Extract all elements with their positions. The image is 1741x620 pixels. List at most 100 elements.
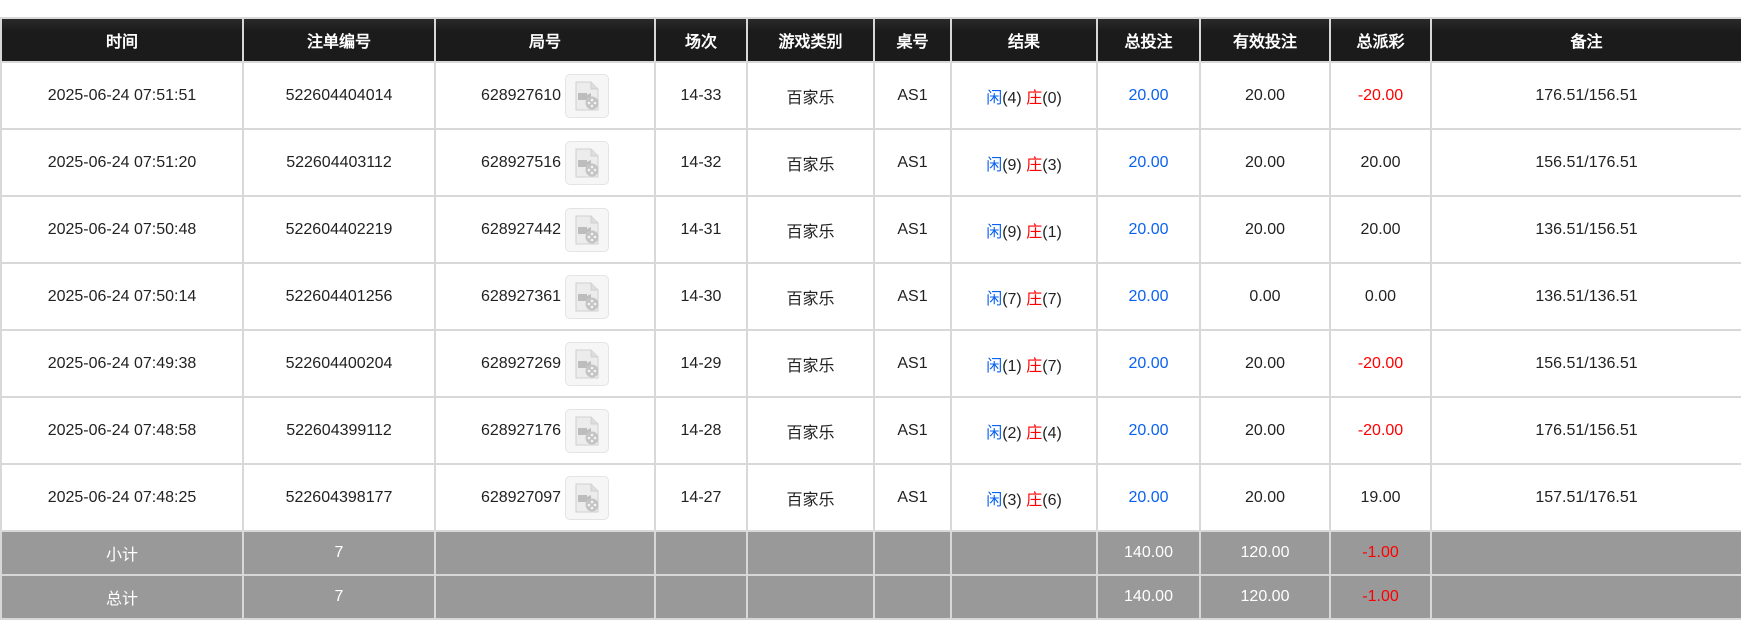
round-number: 628927176 (480, 421, 562, 439)
table-row: 2025-06-24 07:51:20 522604403112 628927516… (0, 128, 1741, 197)
bet-time: 2025-06-24 07:51:20 (0, 128, 244, 197)
subtotal-count: 7 (242, 530, 436, 576)
total-bet: 20.00 (1096, 128, 1201, 197)
bet-id: 522604399112 (242, 396, 436, 465)
column-header-total-bet: 总投注 (1096, 17, 1201, 63)
total-bet: 20.00 (1096, 329, 1201, 398)
bet-id: 522604398177 (242, 463, 436, 532)
table-row: 2025-06-24 07:51:51 522604404014 628927610… (0, 61, 1741, 130)
banker-score: (6) (1042, 491, 1062, 509)
player-label: 闲 (986, 89, 1003, 107)
shoe: 14-27 (654, 463, 748, 532)
column-header-result: 结果 (950, 17, 1098, 63)
note: 136.51/136.51 (1430, 262, 1741, 331)
table-row: 2025-06-24 07:48:25 522604398177 628927097… (0, 463, 1741, 532)
banker-label: 庄 (1026, 424, 1043, 442)
game-type: 百家乐 (746, 128, 875, 197)
column-header-game-type: 游戏类别 (746, 17, 875, 63)
round-cell: 628927176 (434, 396, 656, 465)
grandtotal-payout: -1.00 (1329, 574, 1432, 620)
round-number: 628927097 (480, 488, 562, 506)
round-cell: 628927361 (434, 262, 656, 331)
payout: -20.00 (1329, 61, 1432, 130)
column-header-note: 备注 (1430, 17, 1741, 63)
table-row: 2025-06-24 07:48:58 522604399112 628927176… (0, 396, 1741, 465)
banker-score: (3) (1042, 156, 1062, 174)
shoe: 14-32 (654, 128, 748, 197)
game-type: 百家乐 (746, 195, 875, 264)
result: 闲(9) 庄(1) (950, 195, 1098, 264)
video-file-icon[interactable] (565, 408, 610, 453)
video-file-icon[interactable] (565, 207, 610, 252)
column-header-valid-bet: 有效投注 (1199, 17, 1331, 63)
table-row: 2025-06-24 07:50:48 522604402219 628927442… (0, 195, 1741, 264)
total-bet: 20.00 (1096, 463, 1201, 532)
valid-bet: 20.00 (1199, 128, 1331, 197)
player-label: 闲 (986, 357, 1003, 375)
bet-time: 2025-06-24 07:48:58 (0, 396, 244, 465)
table-no: AS1 (873, 128, 952, 197)
bet-time: 2025-06-24 07:48:25 (0, 463, 244, 532)
table-no: AS1 (873, 61, 952, 130)
result: 闲(4) 庄(0) (950, 61, 1098, 130)
player-score: (1) (1002, 357, 1022, 375)
total-bet: 20.00 (1096, 61, 1201, 130)
total-bet: 20.00 (1096, 262, 1201, 331)
result: 闲(9) 庄(3) (950, 128, 1098, 197)
video-file-icon[interactable] (565, 73, 610, 118)
video-file-icon[interactable] (565, 274, 610, 319)
grandtotal-total-bet: 140.00 (1096, 574, 1201, 620)
payout: 20.00 (1329, 128, 1432, 197)
valid-bet: 0.00 (1199, 262, 1331, 331)
bet-id: 522604402219 (242, 195, 436, 264)
note: 156.51/136.51 (1430, 329, 1741, 398)
valid-bet: 20.00 (1199, 61, 1331, 130)
note: 176.51/156.51 (1430, 396, 1741, 465)
note: 156.51/176.51 (1430, 128, 1741, 197)
column-header-payout: 总派彩 (1329, 17, 1432, 63)
column-header-shoe: 场次 (654, 17, 748, 63)
player-label: 闲 (986, 156, 1003, 174)
game-type: 百家乐 (746, 329, 875, 398)
table-row: 2025-06-24 07:50:14 522604401256 628927361… (0, 262, 1741, 331)
table-no: AS1 (873, 262, 952, 331)
subtotal-payout: -1.00 (1329, 530, 1432, 576)
video-file-icon[interactable] (565, 475, 610, 520)
note: 157.51/176.51 (1430, 463, 1741, 532)
player-label: 闲 (986, 223, 1003, 241)
column-header-round: 局号 (434, 17, 656, 63)
table-row: 2025-06-24 07:49:38 522604400204 628927269… (0, 329, 1741, 398)
valid-bet: 20.00 (1199, 463, 1331, 532)
banker-label: 庄 (1026, 357, 1043, 375)
bet-time: 2025-06-24 07:50:48 (0, 195, 244, 264)
round-cell: 628927610 (434, 61, 656, 130)
grandtotal-row: 总计 7 140.00 120.00 -1.00 (0, 574, 1741, 620)
subtotal-valid-bet: 120.00 (1199, 530, 1331, 576)
game-type: 百家乐 (746, 396, 875, 465)
payout: 20.00 (1329, 195, 1432, 264)
video-file-icon[interactable] (565, 140, 610, 185)
round-cell: 628927442 (434, 195, 656, 264)
note: 176.51/156.51 (1430, 61, 1741, 130)
video-file-icon[interactable] (565, 341, 610, 386)
shoe: 14-33 (654, 61, 748, 130)
player-score: (3) (1002, 491, 1022, 509)
valid-bet: 20.00 (1199, 195, 1331, 264)
round-number: 628927516 (480, 153, 562, 171)
player-label: 闲 (986, 424, 1003, 442)
player-score: (2) (1002, 424, 1022, 442)
bet-id: 522604403112 (242, 128, 436, 197)
subtotal-total-bet: 140.00 (1096, 530, 1201, 576)
subtotal-row: 小计 7 140.00 120.00 -1.00 (0, 530, 1741, 576)
round-number: 628927442 (480, 220, 562, 238)
result: 闲(1) 庄(7) (950, 329, 1098, 398)
player-label: 闲 (986, 290, 1003, 308)
valid-bet: 20.00 (1199, 396, 1331, 465)
payout: -20.00 (1329, 329, 1432, 398)
banker-score: (7) (1042, 357, 1062, 375)
game-type: 百家乐 (746, 262, 875, 331)
bet-id: 522604400204 (242, 329, 436, 398)
player-score: (7) (1002, 290, 1022, 308)
payout: -20.00 (1329, 396, 1432, 465)
bet-time: 2025-06-24 07:51:51 (0, 61, 244, 130)
